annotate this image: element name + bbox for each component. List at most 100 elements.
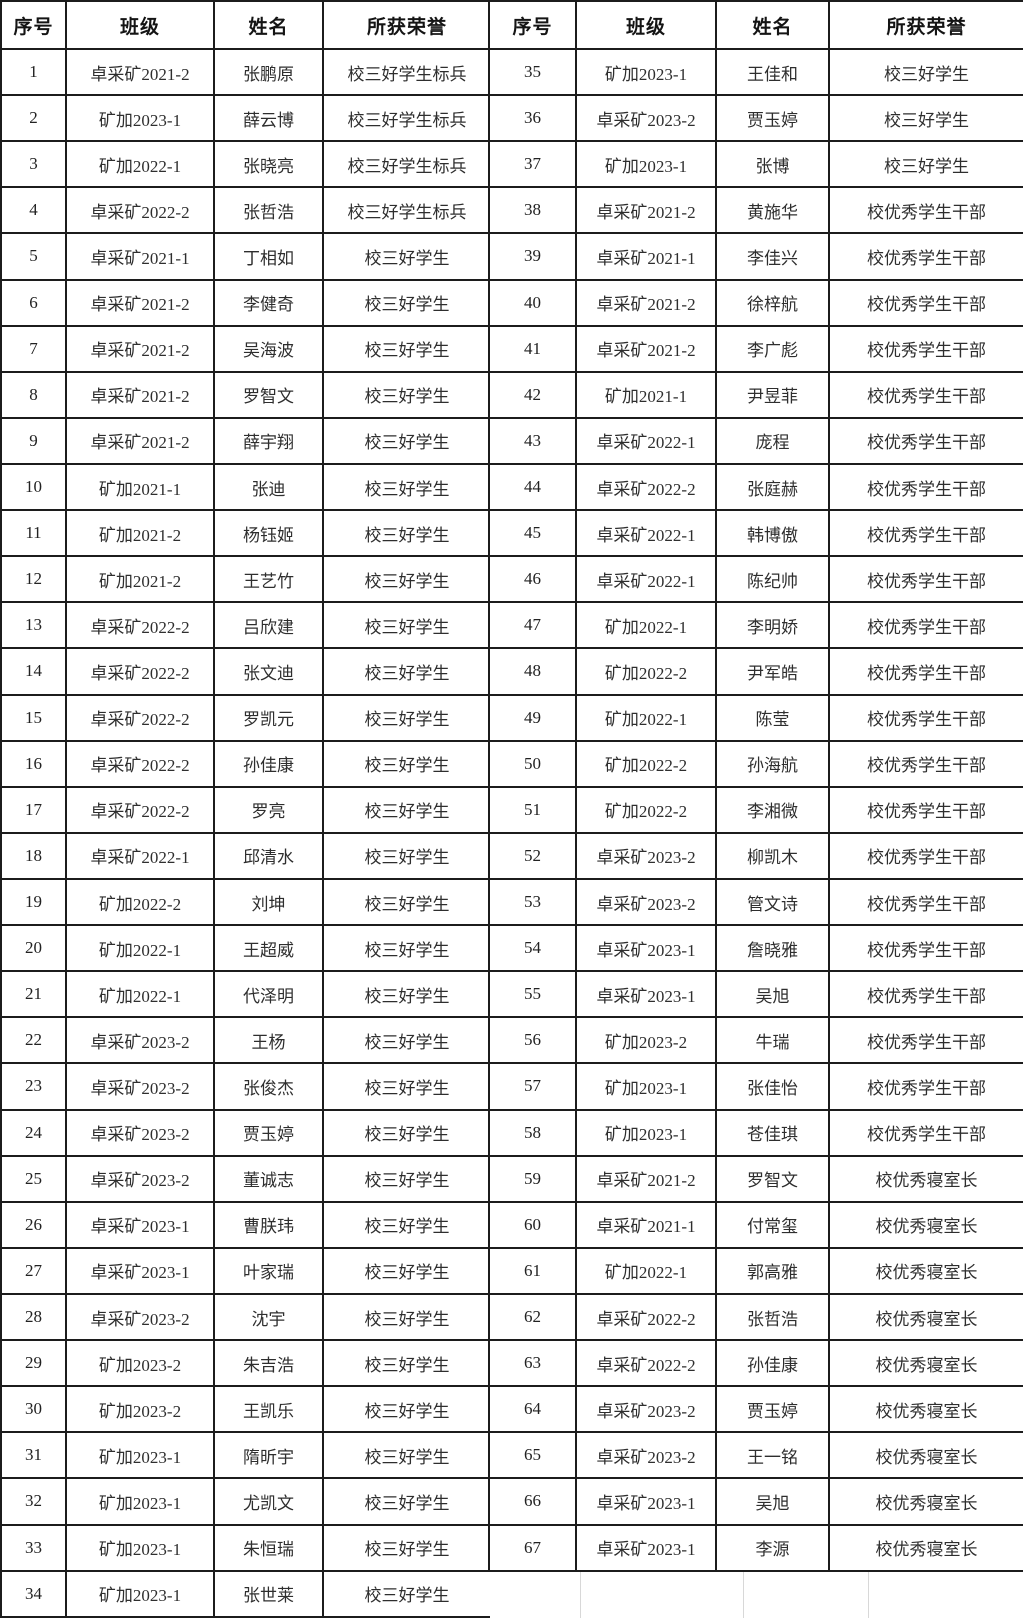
- cell-honor: 校三好学生: [322, 601, 492, 650]
- cell-index: 36: [488, 94, 577, 143]
- cell-index: 60: [488, 1200, 577, 1249]
- cell-class: 矿加2022-2: [575, 739, 717, 788]
- header-row: 序号 班级 姓名 所获荣誉: [488, 0, 1023, 50]
- cell-name: 丁相如: [213, 232, 324, 281]
- cell-index: 1: [0, 47, 67, 97]
- cell-honor: 校三好学生标兵: [322, 94, 492, 143]
- cell-name: 王艺竹: [213, 555, 324, 604]
- table-row: 61 矿加2022-1 郭高雅 校优秀寝室长: [488, 1246, 1023, 1295]
- cell-name: 张哲浩: [715, 1292, 830, 1342]
- cell-honor: 校三好学生: [322, 1108, 492, 1157]
- table-row: 4 卓采矿2022-2 张哲浩 校三好学生标兵: [0, 186, 492, 235]
- table-row: 36 卓采矿2023-2 贾玉婷 校三好学生: [488, 94, 1023, 143]
- cell-honor: 校优秀学生干部: [828, 1062, 1023, 1111]
- cell-name: 尹昱菲: [715, 370, 830, 419]
- table-row: 9 卓采矿2021-2 薛宇翔 校三好学生: [0, 416, 492, 465]
- cell-class: 矿加2022-1: [575, 693, 717, 742]
- cell-index: 46: [488, 555, 577, 604]
- cell-name: 隋昕宇: [213, 1431, 324, 1480]
- cell-index: 62: [488, 1292, 577, 1342]
- cell-name: 张世莱: [213, 1569, 324, 1618]
- cell-honor: 校三好学生: [322, 1200, 492, 1249]
- table-row: 19 矿加2022-2 刘坤 校三好学生: [0, 877, 492, 927]
- cell-class: 卓采矿2021-2: [575, 324, 717, 373]
- cell-index: 52: [488, 831, 577, 880]
- cell-class: 矿加2023-2: [575, 1016, 717, 1065]
- cell-honor: 校三好学生: [322, 416, 492, 465]
- table-row: 28 卓采矿2023-2 沈宇 校三好学生: [0, 1292, 492, 1342]
- cell-class: 卓采矿2021-2: [575, 1154, 717, 1203]
- table-row: 16 卓采矿2022-2 孙佳康 校三好学生: [0, 739, 492, 788]
- cell-honor: 校三好学生: [322, 370, 492, 419]
- cell-class: 卓采矿2021-2: [575, 278, 717, 327]
- cell-class: 卓采矿2023-2: [65, 1108, 215, 1157]
- cell-name: 徐梓航: [715, 278, 830, 327]
- cell-honor: 校三好学生: [828, 94, 1023, 143]
- cell-honor: 校优秀学生干部: [828, 416, 1023, 465]
- cell-honor: 校三好学生: [828, 140, 1023, 189]
- cell-index: 53: [488, 877, 577, 927]
- cell-index: 19: [0, 877, 67, 927]
- table-row: 64 卓采矿2023-2 贾玉婷 校优秀寝室长: [488, 1385, 1023, 1434]
- cell-index: 4: [0, 186, 67, 235]
- cell-honor: 校三好学生: [322, 1016, 492, 1065]
- header-cell-class: 班级: [575, 0, 717, 50]
- cell-class: 卓采矿2023-1: [575, 970, 717, 1019]
- cell-class: 矿加2021-1: [575, 370, 717, 419]
- cell-name: 张鹏原: [213, 47, 324, 97]
- cell-index: 35: [488, 47, 577, 97]
- cell-name: 李健奇: [213, 278, 324, 327]
- cell-name: 尤凯文: [213, 1477, 324, 1526]
- cell-class: 卓采矿2021-2: [65, 416, 215, 465]
- cell-index: 24: [0, 1108, 67, 1157]
- cell-index: 6: [0, 278, 67, 327]
- cell-name: 王凯乐: [213, 1385, 324, 1434]
- cell-honor: 校三好学生: [322, 1339, 492, 1388]
- cell-index: 8: [0, 370, 67, 419]
- cell-index: 7: [0, 324, 67, 373]
- cell-name: 董诚志: [213, 1154, 324, 1203]
- table-row: 31 矿加2023-1 隋昕宇 校三好学生: [0, 1431, 492, 1480]
- cell-index: 43: [488, 416, 577, 465]
- table-row: 38 卓采矿2021-2 黄施华 校优秀学生干部: [488, 186, 1023, 235]
- cell-class: 卓采矿2022-1: [65, 831, 215, 880]
- table-row: 20 矿加2022-1 王超威 校三好学生: [0, 924, 492, 973]
- cell-index: 37: [488, 140, 577, 189]
- cell-class: 矿加2023-1: [65, 1523, 215, 1572]
- cell-class: 矿加2023-1: [575, 140, 717, 189]
- cell-name: 黄施华: [715, 186, 830, 235]
- cell-name: 曹朕玮: [213, 1200, 324, 1249]
- cell-honor: 校优秀学生干部: [828, 278, 1023, 327]
- table-row: 8 卓采矿2021-2 罗智文 校三好学生: [0, 370, 492, 419]
- cell-honor: 校三好学生: [322, 831, 492, 880]
- cell-class: 矿加2023-2: [65, 1385, 215, 1434]
- cell-honor: 校优秀学生干部: [828, 462, 1023, 512]
- table-row: 3 矿加2022-1 张晓亮 校三好学生标兵: [0, 140, 492, 189]
- cell-class: 卓采矿2023-2: [575, 1385, 717, 1434]
- cell-honor: 校三好学生: [322, 739, 492, 788]
- cell-class: 矿加2023-1: [575, 1062, 717, 1111]
- cell-index: 48: [488, 647, 577, 696]
- cell-name: 陈纪帅: [715, 555, 830, 604]
- cell-honor: 校三好学生: [322, 1154, 492, 1203]
- cell-index: 51: [488, 785, 577, 834]
- cell-name: 王一铭: [715, 1431, 830, 1480]
- cell-index: 32: [0, 1477, 67, 1526]
- cell-name: 朱吉浩: [213, 1339, 324, 1388]
- cell-name: 贾玉婷: [213, 1108, 324, 1157]
- cell-class: 卓采矿2022-1: [575, 555, 717, 604]
- table-row: 67 卓采矿2023-1 李源 校优秀寝室长: [488, 1523, 1023, 1572]
- cell-name: 张佳怡: [715, 1062, 830, 1111]
- table-row: 55 卓采矿2023-1 吴旭 校优秀学生干部: [488, 970, 1023, 1019]
- cell-name: 吴旭: [715, 970, 830, 1019]
- cell-name: 庞程: [715, 416, 830, 465]
- cell-index: 54: [488, 924, 577, 973]
- cell-class: 卓采矿2021-2: [575, 186, 717, 235]
- cell-honor: 校优秀学生干部: [828, 647, 1023, 696]
- cell-index: 9: [0, 416, 67, 465]
- cell-name: 牛瑞: [715, 1016, 830, 1065]
- table-row: 21 矿加2022-1 代泽明 校三好学生: [0, 970, 492, 1019]
- table-row: 47 矿加2022-1 李明娇 校优秀学生干部: [488, 601, 1023, 650]
- cell-class: 矿加2021-2: [65, 555, 215, 604]
